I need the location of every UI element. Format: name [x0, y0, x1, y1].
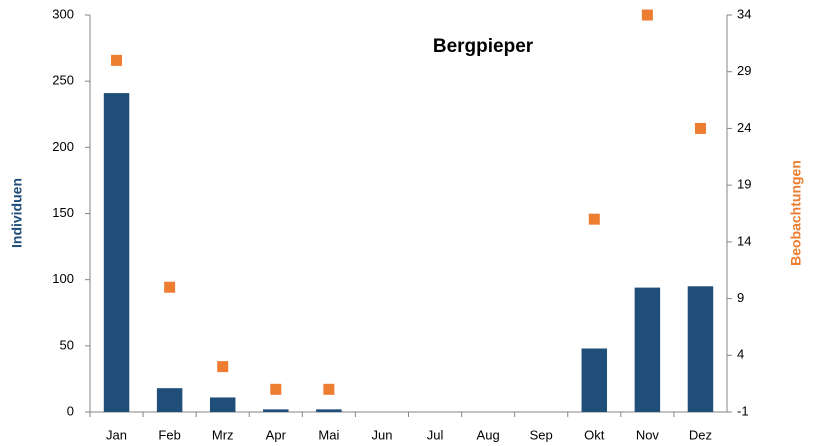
- bar: [581, 348, 608, 412]
- y2-tick-label: 19: [737, 177, 751, 192]
- y2-tick-label: -1: [737, 403, 749, 418]
- marker: [588, 213, 600, 225]
- x-tick-label: Nov: [636, 427, 660, 442]
- bar: [687, 286, 714, 412]
- bar: [634, 287, 661, 412]
- marker: [164, 281, 176, 293]
- y2-axis-title: Beobachtungen: [788, 160, 804, 266]
- y-tick-label: 150: [52, 205, 74, 220]
- marker: [111, 54, 123, 66]
- y2-tick-label: 9: [737, 290, 744, 305]
- bar: [103, 93, 130, 413]
- x-tick-label: Apr: [266, 427, 287, 442]
- x-tick-label: Jan: [106, 427, 127, 442]
- marker: [323, 383, 335, 395]
- y-tick-label: 100: [52, 271, 74, 286]
- y-axis-title: Individuen: [9, 178, 25, 248]
- y2-tick-label: 34: [737, 6, 751, 21]
- x-tick-label: Sep: [530, 427, 553, 442]
- marker: [694, 122, 706, 134]
- marker: [270, 383, 282, 395]
- y-tick-label: 300: [52, 6, 74, 21]
- y-tick-label: 250: [52, 73, 74, 88]
- y-tick-label: 50: [60, 337, 74, 352]
- bar: [263, 409, 289, 412]
- y2-tick-label: 24: [737, 120, 751, 135]
- x-tick-label: Jul: [427, 427, 444, 442]
- x-tick-label: Feb: [158, 427, 180, 442]
- chart-title: Bergpieper: [433, 36, 534, 57]
- y2-tick-label: 4: [737, 347, 744, 362]
- x-tick-label: Okt: [584, 427, 605, 442]
- y2-tick-label: 14: [737, 233, 751, 248]
- x-tick-label: Jun: [371, 427, 392, 442]
- x-tick-label: Dez: [689, 427, 712, 442]
- y2-tick-label: 29: [737, 63, 751, 78]
- bar: [156, 388, 183, 412]
- bar: [316, 409, 342, 412]
- y-tick-label: 200: [52, 139, 74, 154]
- marker: [217, 361, 229, 373]
- y-tick-label: 0: [67, 403, 74, 418]
- marker: [641, 9, 653, 21]
- x-tick-label: Mai: [318, 427, 339, 442]
- x-tick-label: Mrz: [212, 427, 234, 442]
- bar: [209, 397, 236, 412]
- x-tick-label: Aug: [477, 427, 500, 442]
